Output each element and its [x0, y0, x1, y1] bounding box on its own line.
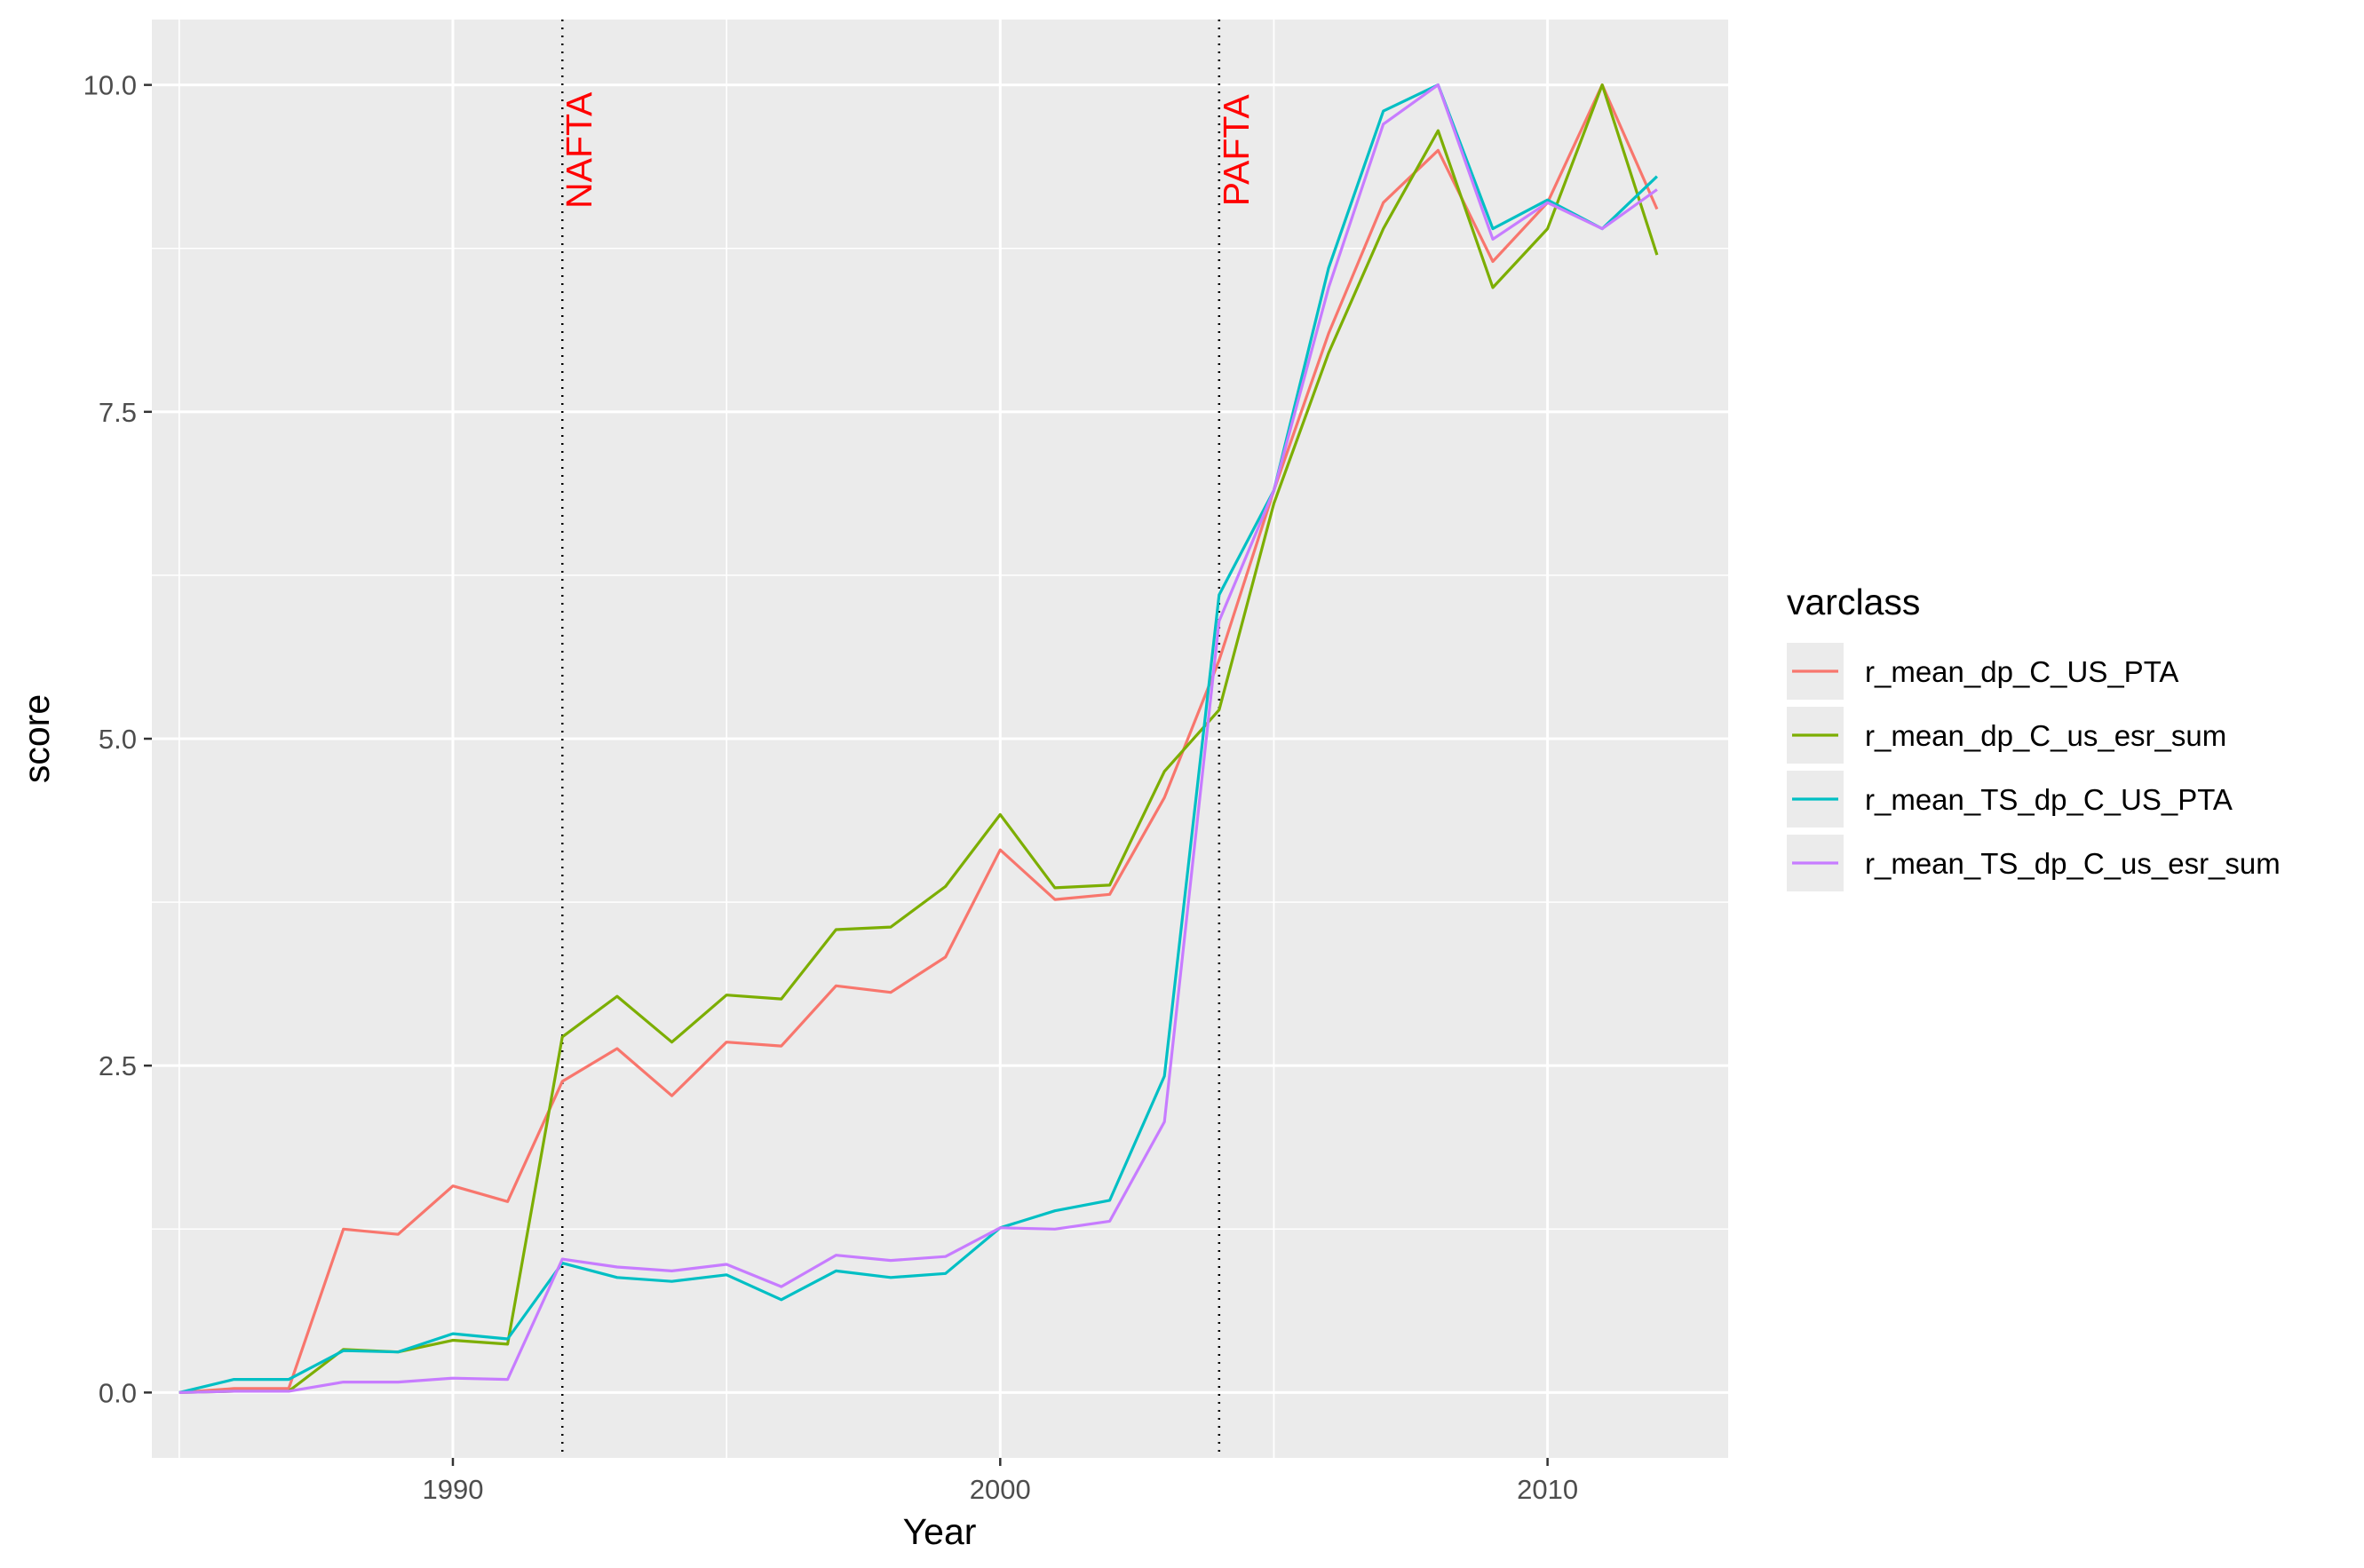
legend: varclass r_mean_dp_C_US_PTA r_mean_dp_C_u…	[1787, 582, 2281, 891]
y-tick-label: 2.5	[99, 1050, 137, 1081]
annotation-label: PAFTA	[1216, 94, 1257, 207]
legend-label: r_mean_TS_dp_C_US_PTA	[1865, 783, 2233, 816]
annotation-labels: NAFTA PAFTA	[559, 91, 1257, 209]
annotation-vlines	[560, 20, 1221, 1458]
legend-label: r_mean_dp_C_us_esr_sum	[1865, 719, 2226, 752]
x-tick-label: 2010	[1517, 1474, 1578, 1505]
annotation-label: NAFTA	[559, 91, 599, 209]
series-line	[178, 83, 1659, 1394]
x-tick-label: 2000	[970, 1474, 1031, 1505]
y-axis-title: score	[16, 694, 57, 783]
legend-title: varclass	[1787, 582, 1920, 622]
y-tick-label: 5.0	[99, 724, 137, 755]
legend-items: r_mean_dp_C_US_PTA r_mean_dp_C_us_esr_sum…	[1787, 643, 2281, 891]
legend-label: r_mean_dp_C_US_PTA	[1865, 655, 2178, 688]
y-tick-label: 7.5	[99, 397, 137, 428]
series-lines	[178, 83, 1659, 1394]
y-tick-label: 0.0	[99, 1377, 137, 1408]
major-gridlines	[152, 20, 1728, 1458]
y-axis-ticks: 0.0 2.5 5.0 7.5 10.0	[83, 70, 152, 1408]
x-tick-label: 1990	[422, 1474, 483, 1505]
series-line	[178, 83, 1659, 1394]
y-tick-label: 10.0	[83, 70, 137, 101]
legend-label: r_mean_TS_dp_C_us_esr_sum	[1865, 847, 2281, 880]
x-axis-title: Year	[903, 1511, 977, 1552]
series-line	[178, 83, 1658, 1394]
x-axis-ticks: 1990 2000 2010	[422, 1458, 1578, 1505]
series-line	[178, 83, 1659, 1394]
